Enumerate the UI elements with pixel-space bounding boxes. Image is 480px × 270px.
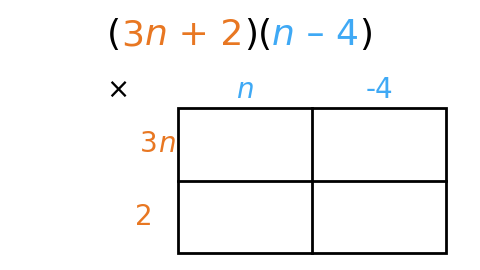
Text: ): )	[359, 18, 372, 52]
Text: 3: 3	[140, 130, 158, 158]
Text: -4: -4	[365, 76, 393, 104]
Text: ×: ×	[107, 76, 130, 104]
Text: n: n	[236, 76, 254, 104]
Text: 3: 3	[121, 18, 144, 52]
Text: + 2: + 2	[168, 18, 244, 52]
Text: n: n	[272, 18, 295, 52]
Text: n: n	[144, 18, 168, 52]
Text: n: n	[158, 130, 176, 158]
Text: – 4: – 4	[295, 18, 359, 52]
Text: (: (	[108, 18, 121, 52]
Text: )(: )(	[244, 18, 272, 52]
Text: 2: 2	[135, 203, 153, 231]
